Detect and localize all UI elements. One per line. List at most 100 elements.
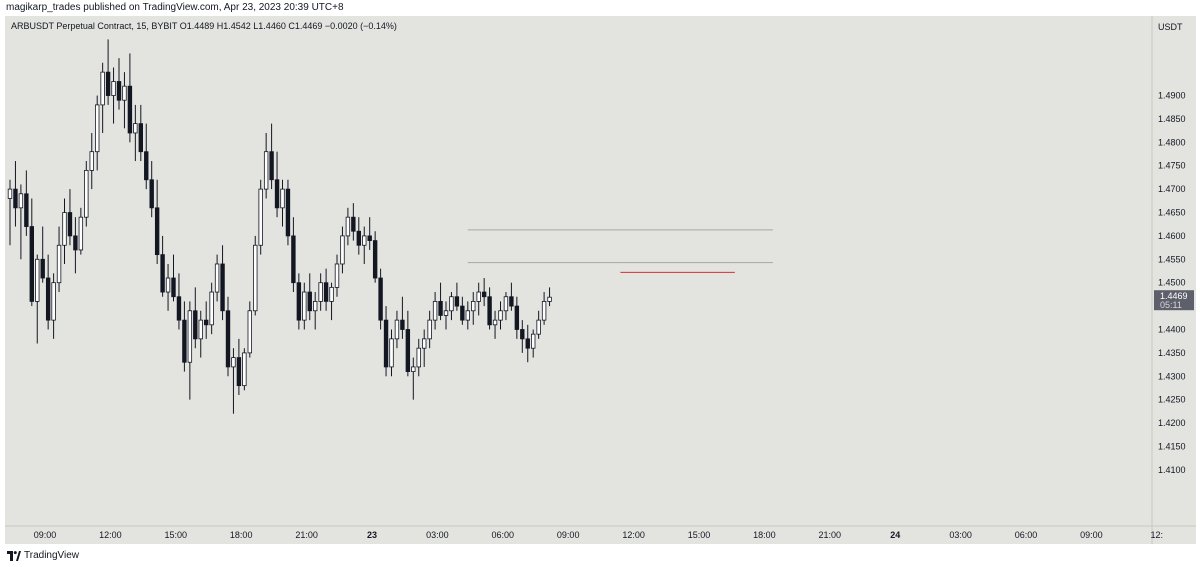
time-tick-4: 21:00: [295, 530, 318, 540]
candle-body-72: [400, 319, 405, 330]
published-by-text: magikarp_trades published on TradingView…: [6, 2, 344, 13]
candlestick-chart-svg[interactable]: 1.4100 1.4150 1.4200 1.4250 1.4300 1.4350 1.44…: [5, 16, 1196, 544]
candle-body-68: [378, 277, 383, 321]
current-price-tag: 1.4469 05:11: [1154, 290, 1194, 311]
candle-body-62: [345, 216, 351, 237]
candle-body-36: [203, 319, 209, 326]
candle-body-93: [514, 305, 520, 330]
time-tick-6: 03:00: [426, 530, 449, 540]
candle-body-32: [182, 319, 187, 363]
candle-body-51: [285, 188, 291, 237]
candle-body-67: [372, 240, 378, 279]
candle-body-56: [312, 301, 318, 312]
candle-body-61: [340, 235, 345, 265]
time-tick-8: 09:00: [557, 530, 580, 540]
price-tick-16: 1.4900: [1158, 91, 1186, 101]
candle-body-96: [531, 333, 536, 349]
candle-body-83: [460, 305, 465, 321]
candle-body-86: [476, 291, 481, 302]
candle-body-63: [351, 216, 356, 232]
candle-body-89: [492, 319, 498, 326]
time-tick-1: 12:00: [99, 530, 122, 540]
candle-body-26: [149, 179, 154, 209]
candle-body-97: [536, 319, 541, 335]
time-tick-11: 18:00: [753, 530, 776, 540]
candle-body-11: [67, 212, 73, 237]
price-tick-8: 1.4500: [1158, 278, 1186, 288]
candle-body-19: [111, 81, 116, 96]
footer-brand: TradingView: [24, 550, 80, 561]
candle-body-57: [318, 282, 323, 302]
price-tick-15: 1.4850: [1158, 114, 1186, 124]
candle-body-91: [503, 296, 509, 312]
price-tick-10: 1.4600: [1158, 231, 1186, 241]
candle-body-87: [481, 291, 487, 298]
candle-body-73: [405, 329, 411, 372]
candle-body-88: [487, 296, 492, 326]
candle-body-28: [160, 254, 165, 293]
candle-body-6: [40, 258, 45, 279]
candle-body-10: [62, 212, 67, 246]
price-tick-0: 1.4100: [1158, 465, 1186, 475]
candle-body-54: [302, 291, 307, 321]
candle-body-71: [394, 319, 400, 340]
candle-body-85: [471, 301, 476, 312]
price-axis[interactable]: [1152, 16, 1196, 526]
candle-body-34: [193, 310, 198, 340]
candle-body-21: [122, 85, 127, 101]
candle-body-69: [383, 319, 389, 368]
candle-body-75: [416, 347, 421, 368]
candle-body-30: [171, 277, 176, 298]
candle-body-13: [78, 216, 84, 251]
time-tick-12: 21:00: [819, 530, 842, 540]
candle-body-40: [225, 310, 231, 368]
candle-body-5: [35, 258, 40, 302]
countdown-label: 05:11: [1160, 300, 1182, 310]
candle-body-48: [269, 151, 274, 181]
publication-header: magikarp_trades published on TradingView…: [0, 0, 1200, 16]
price-tick-13: 1.4750: [1158, 161, 1186, 171]
candle-body-23: [133, 123, 138, 134]
candle-body-39: [220, 263, 225, 312]
candle-body-47: [263, 151, 269, 190]
candle-body-64: [356, 230, 361, 246]
candle-body-90: [498, 310, 503, 321]
time-tick-17: 12:: [1151, 530, 1164, 540]
candle-body-33: [187, 310, 193, 363]
price-chart[interactable]: 1.4100 1.4150 1.4200 1.4250 1.4300 1.4350 1.44…: [5, 16, 1196, 544]
candle-body-7: [45, 277, 51, 321]
candle-body-8: [51, 282, 56, 321]
candle-body-25: [144, 151, 149, 181]
price-tick-labels: 1.4100 1.4150 1.4200 1.4250 1.4300 1.4350 1.44…: [1158, 91, 1186, 475]
price-tick-2: 1.4200: [1158, 418, 1186, 428]
candle-body-9: [56, 244, 62, 284]
candle-body-78: [432, 301, 438, 321]
tradingview-logo-icon: [7, 551, 21, 561]
candle-body-35: [198, 319, 203, 340]
candle-body-53: [296, 282, 302, 321]
candle-body-99: [547, 296, 552, 302]
candle-body-27: [154, 207, 160, 256]
candle-body-46: [258, 188, 263, 246]
candle-body-31: [176, 296, 182, 321]
price-tick-6: 1.4400: [1158, 324, 1186, 334]
candle-body-37: [209, 291, 214, 326]
currency-label: USDT: [1158, 22, 1183, 32]
candle-body-95: [525, 338, 530, 349]
candle-body-16: [95, 104, 100, 153]
candle-body-24: [138, 123, 143, 153]
time-tick-9: 12:00: [622, 530, 645, 540]
candle-body-50: [280, 188, 285, 209]
price-tick-4: 1.4300: [1158, 371, 1186, 381]
candle-body-12: [73, 235, 78, 251]
candle-body-98: [541, 301, 547, 321]
candle-body-20: [116, 81, 122, 101]
candle-body-81: [449, 296, 454, 312]
candle-body-82: [454, 296, 460, 307]
time-axis[interactable]: [5, 526, 1196, 544]
candle-body-92: [509, 296, 514, 307]
candle-body-55: [307, 291, 312, 312]
plot-area[interactable]: [5, 16, 1152, 526]
candle-body-77: [427, 319, 432, 340]
time-tick-16: 09:00: [1080, 530, 1103, 540]
